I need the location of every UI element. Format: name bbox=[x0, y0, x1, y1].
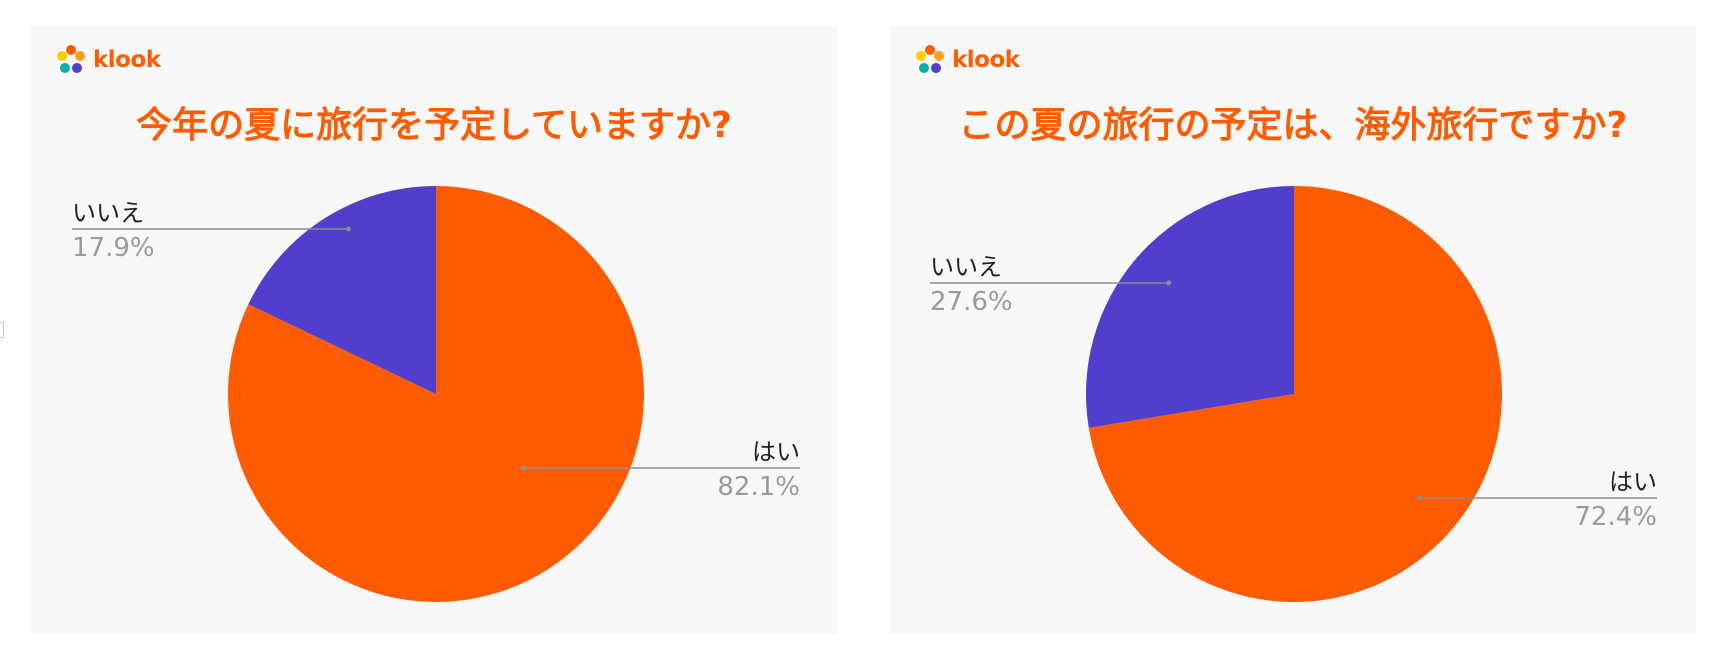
brand-name: klook bbox=[952, 47, 1020, 73]
klook-flower-icon bbox=[916, 45, 944, 73]
chart-card-left: klook 今年の夏に旅行を予定していますか? はい 82.1% いいえ 17.9% bbox=[31, 26, 837, 634]
chart-title: この夏の旅行の予定は、海外旅行ですか? bbox=[958, 105, 1628, 146]
pie-slice-no bbox=[1086, 186, 1294, 428]
pie-chart: はい 82.1% いいえ 17.9% bbox=[72, 186, 800, 603]
slice-percent: 72.4% bbox=[1574, 502, 1657, 532]
leader-dot bbox=[521, 465, 527, 471]
brand-name: klook bbox=[93, 47, 161, 73]
slice-label: いいえ bbox=[930, 253, 1002, 281]
slice-percent: 27.6% bbox=[930, 287, 1013, 317]
leader-dot bbox=[1416, 495, 1422, 501]
chart-card-right: klook この夏の旅行の予定は、海外旅行ですか? はい 72.4% いいえ 27.6… bbox=[890, 26, 1696, 634]
pie-slice-no bbox=[248, 186, 436, 394]
slice-label: はい bbox=[1609, 468, 1657, 496]
leader-dot bbox=[345, 226, 351, 232]
slice-percent: 82.1% bbox=[717, 472, 800, 502]
slice-label: いいえ bbox=[72, 199, 144, 227]
slice-percent: 17.9% bbox=[72, 233, 155, 263]
brand-logo: klook bbox=[55, 44, 161, 76]
pie-chart: はい 72.4% いいえ 27.6% bbox=[930, 186, 1657, 603]
leader-dot bbox=[1166, 280, 1172, 286]
brand-logo: klook bbox=[914, 44, 1020, 76]
chart-title: 今年の夏に旅行を予定していますか? bbox=[136, 105, 732, 146]
klook-flower-icon bbox=[57, 45, 85, 73]
pie-slice-yes bbox=[227, 186, 645, 603]
edge-marker bbox=[0, 322, 4, 338]
slice-label: はい bbox=[752, 438, 800, 466]
pie-slice-yes bbox=[1088, 186, 1502, 603]
